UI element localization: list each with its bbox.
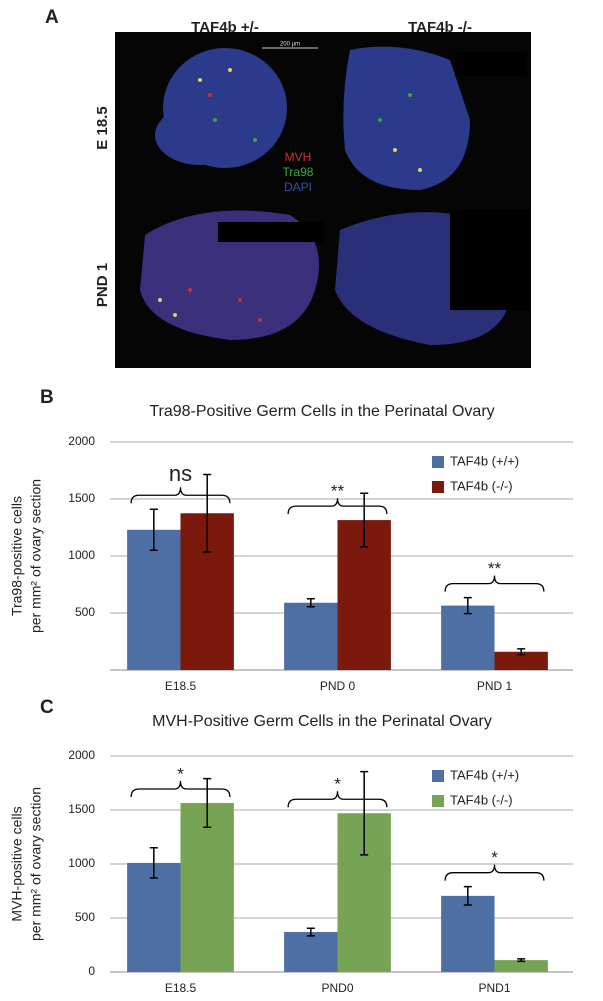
error-bar (360, 492, 369, 548)
stain-label: Tra98 (283, 165, 314, 179)
y-axis-label: MVH-positive cells (9, 806, 25, 921)
scale-bar-label: 200 µm (280, 42, 300, 48)
error-bar (203, 473, 212, 553)
significance-bracket (287, 791, 388, 808)
y-tick-label: 500 (75, 910, 95, 924)
y-tick-label: 1500 (68, 491, 95, 505)
y-axis-label: per mm² of ovary section (28, 787, 44, 941)
legend-label: TAF4b (-/-) (450, 478, 513, 493)
significance-bracket (130, 487, 231, 504)
bar (127, 529, 181, 670)
significance-label: ** (331, 482, 345, 501)
legend-swatch (432, 770, 444, 782)
significance-label: ns (169, 461, 192, 486)
error-bar (149, 847, 158, 879)
panel-label: C (40, 697, 54, 718)
error-bar (149, 508, 158, 552)
x-tick-label: PND1 (478, 981, 510, 995)
error-bar (360, 770, 369, 856)
x-tick-label: PND 0 (320, 679, 356, 693)
significance-bracket (130, 780, 231, 798)
micrograph (115, 32, 531, 368)
significance-label: * (334, 775, 341, 794)
bar (494, 651, 548, 670)
bar (180, 802, 234, 972)
row-label: E 18.5 (94, 106, 111, 149)
significance-label: * (177, 764, 184, 783)
panel-label: A (45, 7, 59, 28)
row-label: PND 1 (94, 263, 111, 307)
error-bar (306, 598, 315, 608)
bar (127, 862, 181, 972)
error-bar (463, 596, 472, 615)
legend-swatch (432, 456, 444, 468)
bar (284, 602, 338, 670)
y-tick-label: 1500 (68, 802, 95, 816)
x-tick-label: E18.5 (165, 981, 197, 995)
y-tick-label: 2000 (68, 434, 95, 448)
error-bar (306, 927, 315, 937)
chart-title: Tra98-Positive Germ Cells in the Perinat… (149, 403, 494, 420)
column-label: TAF4b -/- (408, 19, 472, 36)
bar (441, 605, 495, 670)
column-label: TAF4b +/- (191, 19, 259, 36)
legend-label: TAF4b (-/-) (450, 792, 513, 807)
chart-title: MVH-Positive Germ Cells in the Perinatal… (152, 713, 492, 730)
y-tick-label: 1000 (68, 856, 95, 870)
y-tick-label: 0 (88, 964, 95, 978)
y-tick-label: 1000 (68, 548, 95, 562)
y-tick-label: 500 (75, 605, 95, 619)
legend-label: TAF4b (+/+) (450, 767, 519, 782)
bar (494, 960, 548, 972)
significance-bracket (444, 575, 545, 592)
x-tick-label: E18.5 (165, 679, 197, 693)
legend-label: TAF4b (+/+) (450, 453, 519, 468)
y-axis-label: per mm² of ovary section (28, 479, 44, 633)
legend-swatch (432, 481, 444, 493)
significance-bracket (287, 498, 388, 515)
error-bar (517, 648, 526, 656)
significance-label: * (491, 848, 498, 867)
stain-label: DAPI (284, 180, 312, 194)
legend-swatch (432, 795, 444, 807)
panel-label: B (40, 387, 54, 408)
x-tick-label: PND 1 (477, 679, 513, 693)
error-bar (517, 958, 526, 963)
stain-label: MVH (285, 150, 312, 164)
y-tick-label: 2000 (68, 748, 95, 762)
significance-label: ** (488, 559, 502, 578)
significance-bracket (444, 864, 545, 881)
error-bar (463, 885, 472, 906)
bar (441, 895, 495, 972)
y-axis-label: Tra98-positive cells (9, 496, 25, 616)
bar (284, 932, 338, 972)
x-tick-label: PND0 (321, 981, 353, 995)
error-bar (203, 777, 212, 829)
